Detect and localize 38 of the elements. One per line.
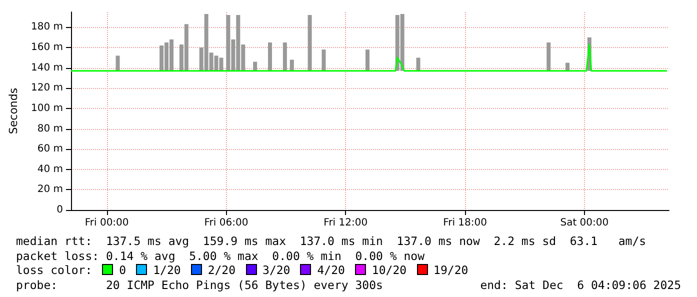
- y-axis-title: Seconds: [7, 88, 20, 134]
- text: loss color:: [16, 263, 92, 277]
- y-tick-label: 20 m: [37, 184, 63, 196]
- bar: [416, 58, 420, 71]
- y-tick-label: 80 m: [37, 123, 63, 134]
- text: end: Sat Dec 6 04:09:06 2025: [480, 278, 681, 292]
- text: 0: [119, 263, 126, 277]
- bar: [546, 42, 551, 71]
- y-tick-label: 140 m: [30, 62, 63, 74]
- text: median rtt: 137.5 ms avg 159.9 ms max 137.0 ms min 137.0 ms now 2.2 ms sd 63.1 am/s: [16, 234, 648, 248]
- y-tick-label: 0: [56, 204, 63, 216]
- x-tick-label: Fri 00:00: [84, 218, 129, 228]
- bar: [322, 50, 326, 71]
- text: 1/20: [153, 263, 181, 277]
- y-tick-label: 180 m: [30, 22, 63, 33]
- x-tick-label: Sat 00:00: [560, 218, 609, 228]
- x-tick-label: Fri 06:00: [204, 218, 248, 228]
- text: 10/20: [372, 263, 407, 277]
- text: 3/20: [262, 263, 290, 277]
- bar: [116, 56, 120, 71]
- x-tick-label: Fri 18:00: [443, 218, 487, 228]
- bar: [290, 60, 294, 71]
- bar: [268, 42, 272, 71]
- text: 4/20: [317, 263, 345, 277]
- y-tick-label: 100 m: [30, 102, 63, 114]
- line-series: [70, 44, 668, 72]
- bar: [308, 15, 312, 71]
- y-tick-label: 160 m: [30, 42, 63, 54]
- y-tick-label: 60 m: [37, 144, 63, 155]
- x-tick-label: Fri 12:00: [324, 218, 368, 228]
- y-tick-label: 120 m: [30, 82, 63, 94]
- bar: [366, 50, 370, 71]
- text: 2/20: [208, 263, 236, 277]
- text: 19/20: [434, 263, 468, 277]
- y-tick-label: 40 m: [37, 164, 63, 175]
- bar: [282, 42, 287, 71]
- text: packet loss: 0.14 % avg 5.00 % max 0.00 % min 0.00 % now: [16, 248, 426, 263]
- text: probe: 20 ICMP Echo Pings (56 Bytes) every 300s: [16, 278, 383, 292]
